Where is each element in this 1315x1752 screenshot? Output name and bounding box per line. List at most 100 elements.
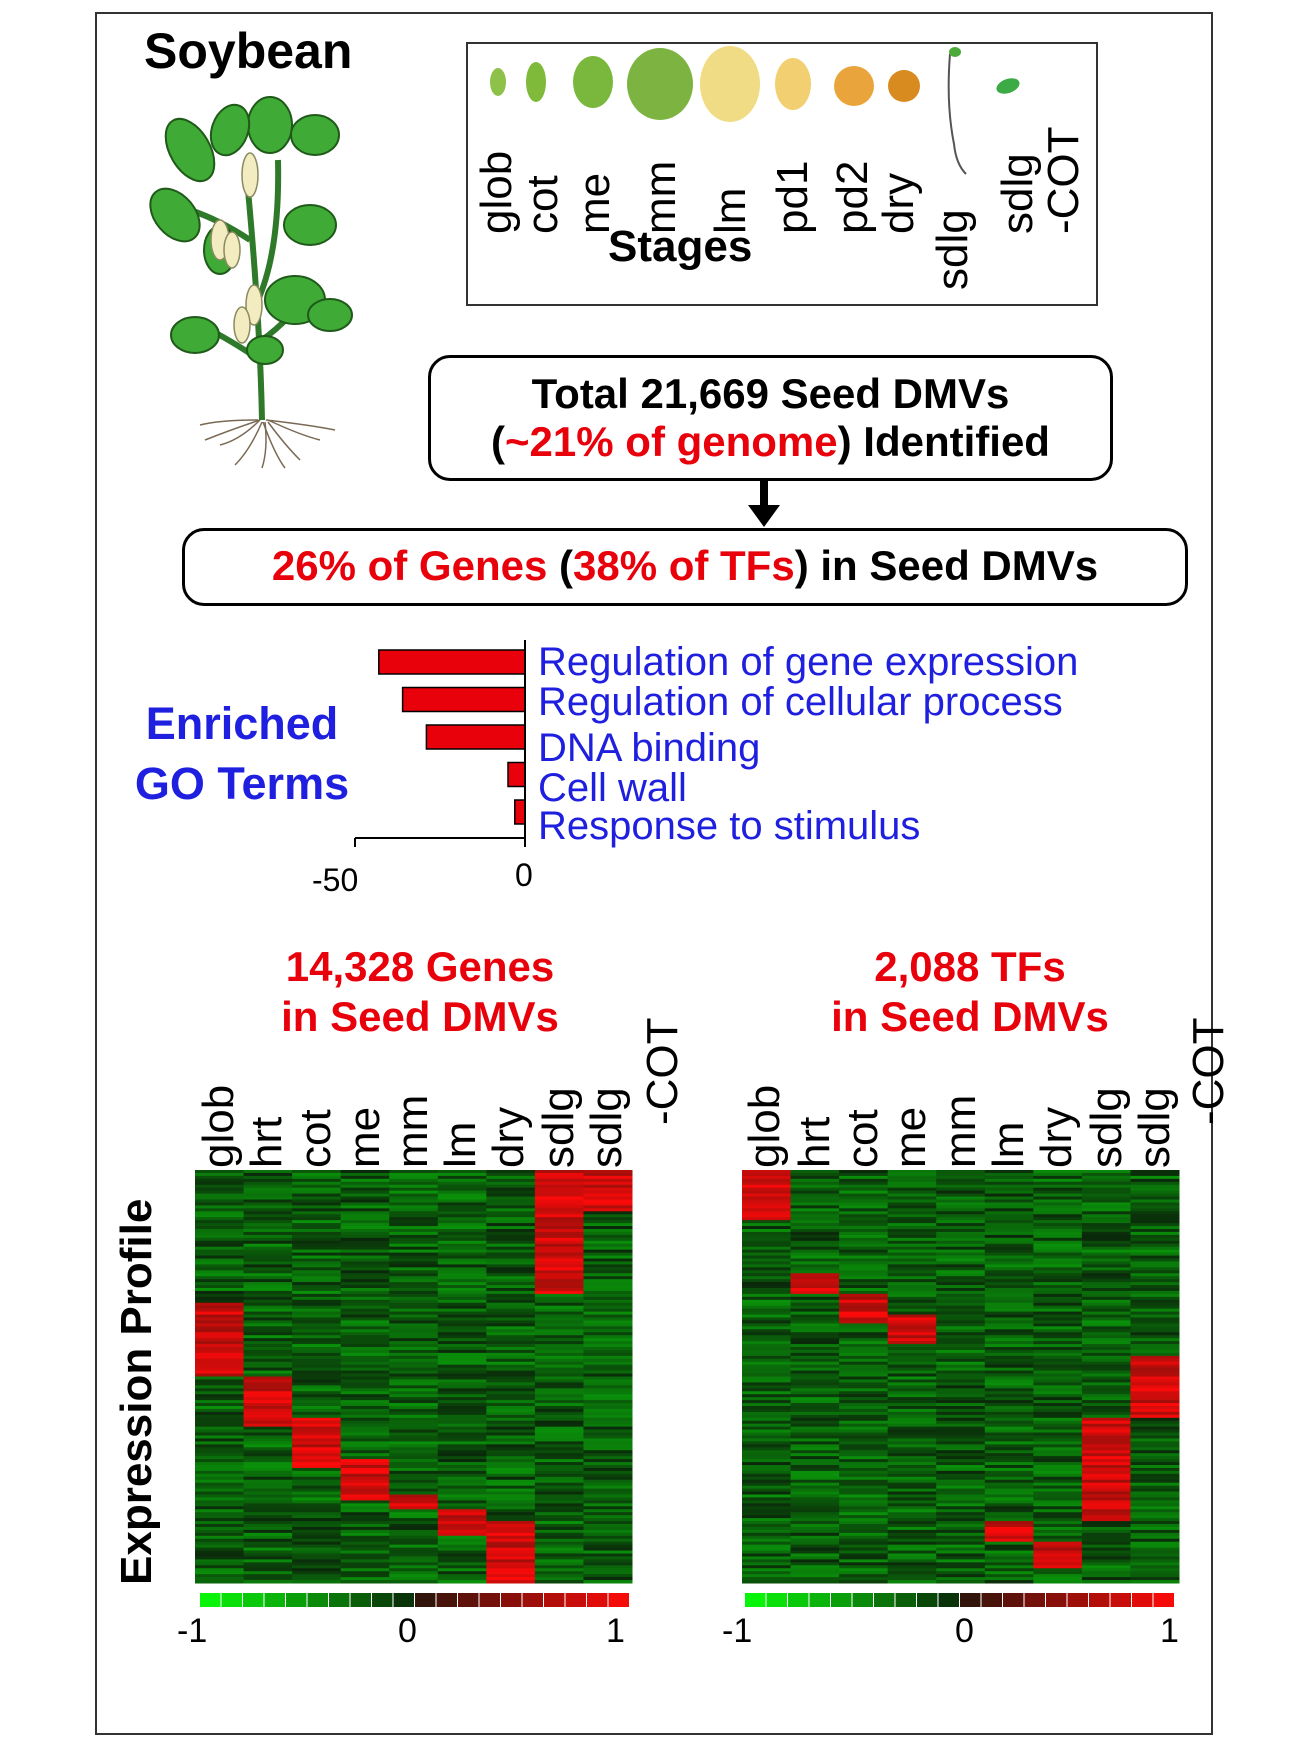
heatmap-cell: [839, 1535, 889, 1540]
heatmap-cell: [195, 1349, 245, 1354]
heatmap-cell: [1033, 1559, 1083, 1563]
heatmap-cell: [389, 1438, 439, 1442]
heatmap-cell: [1081, 1408, 1131, 1413]
heatmap-cell: [243, 1376, 293, 1380]
heatmap-cell: [195, 1314, 245, 1318]
heatmap-cell: [486, 1547, 536, 1552]
heatmap-cell: [887, 1338, 937, 1342]
heatmap-cell: [887, 1379, 937, 1383]
heatmap-cell: [583, 1550, 633, 1554]
heatmap-cell: [839, 1214, 889, 1218]
heatmap-cell: [936, 1352, 986, 1357]
heatmap-cell: [243, 1223, 293, 1227]
heatmap-cell: [936, 1574, 986, 1578]
heatmap-cell: [839, 1580, 889, 1584]
figure-frame: [95, 12, 1213, 1735]
heatmap-cell: [839, 1562, 889, 1566]
heatmap-cell: [534, 1385, 584, 1389]
colorbar-swatch: [329, 1593, 350, 1607]
heatmap-cell: [1130, 1364, 1180, 1369]
heatmap-cell: [1081, 1282, 1131, 1286]
heatmap-cell: [1130, 1243, 1180, 1248]
heatmap-cell: [887, 1541, 937, 1546]
heatmap-cell: [340, 1376, 390, 1380]
heatmap-cell: [887, 1370, 937, 1375]
heatmap-cell: [1130, 1226, 1180, 1230]
heatmap-cell: [437, 1308, 487, 1313]
heatmap-cell: [340, 1305, 390, 1310]
heatmap-cell: [437, 1237, 487, 1242]
heatmap-cell: [437, 1379, 487, 1383]
heatmap-cell: [389, 1193, 439, 1198]
heatmap-cell: [984, 1181, 1034, 1186]
heatmap-cell: [839, 1476, 889, 1481]
heatmap-cell: [839, 1314, 889, 1318]
heatmap-cell: [1081, 1450, 1131, 1454]
heatmap-cell: [839, 1255, 889, 1259]
heatmap-cell: [1130, 1535, 1180, 1540]
heatmap-cell: [534, 1420, 584, 1425]
heatmap-cell: [887, 1190, 937, 1195]
heatmap-cell: [984, 1261, 1034, 1265]
heatmap-cell: [839, 1506, 889, 1510]
heatmap-cell: [486, 1178, 536, 1183]
heatmap-cell: [984, 1488, 1034, 1493]
heatmap-cell: [292, 1521, 342, 1525]
heatmap-cell: [195, 1473, 245, 1478]
heatmap-cell: [742, 1467, 792, 1472]
heatmap-cell: [936, 1355, 986, 1360]
heatmap-cell: [195, 1571, 245, 1575]
heatmap-cell: [389, 1500, 439, 1504]
heatmap-cell: [486, 1509, 536, 1513]
heatmap-cell: [243, 1205, 293, 1209]
heatmap-cell: [437, 1394, 487, 1398]
heatmap-cell: [243, 1267, 293, 1271]
heatmap-cell: [389, 1574, 439, 1578]
heatmap-cell: [340, 1349, 390, 1354]
heatmap-cell: [292, 1226, 342, 1230]
heatmap-cell: [1081, 1249, 1131, 1254]
heatmap-cell: [1081, 1352, 1131, 1357]
heatmap-cell: [340, 1261, 390, 1265]
heatmap-cell: [340, 1352, 390, 1357]
heatmap-cell: [534, 1261, 584, 1265]
heatmap-cell: [936, 1376, 986, 1380]
heatmap-cell: [1033, 1326, 1083, 1330]
heatmap-cell: [389, 1255, 439, 1259]
heatmap-cell: [984, 1255, 1034, 1259]
heatmap-cell: [340, 1234, 390, 1239]
heatmap-cell: [389, 1406, 439, 1410]
heatmap-cell: [936, 1320, 986, 1324]
heatmap-cell: [936, 1450, 986, 1454]
heatmap-cell: [437, 1414, 487, 1419]
heatmap-cell: [340, 1335, 390, 1339]
colorbar-swatch: [1132, 1593, 1153, 1607]
heatmap-cell: [1081, 1364, 1131, 1369]
heatmap-cell: [340, 1503, 390, 1507]
heatmap-cell: [742, 1293, 792, 1298]
heatmap-cell: [790, 1521, 840, 1525]
heatmap-cell: [790, 1338, 840, 1342]
heatmap-cell: [984, 1524, 1034, 1528]
heatmap-cell: [790, 1491, 840, 1495]
heatmap-cell: [1081, 1379, 1131, 1383]
heatmap-cell: [1081, 1574, 1131, 1578]
heatmap-cell: [790, 1285, 840, 1289]
heatmap-cell: [742, 1411, 792, 1416]
heatmap-cell: [486, 1467, 536, 1472]
heatmap-cell: [534, 1497, 584, 1501]
heatmap-cell: [243, 1423, 293, 1428]
heatmap-cell: [790, 1473, 840, 1478]
heatmap-cell: [534, 1479, 584, 1484]
heatmap-cell: [1033, 1541, 1083, 1546]
heatmap-cell: [936, 1305, 986, 1310]
heatmap-cell: [1130, 1506, 1180, 1510]
heatmap-cell: [486, 1488, 536, 1493]
heatmap-cell: [887, 1329, 937, 1333]
heatmap-cell: [583, 1397, 633, 1401]
heatmap-cell: [243, 1249, 293, 1254]
heatmap-cell: [486, 1285, 536, 1289]
heatmap-cell: [486, 1388, 536, 1392]
heatmap-cell: [1033, 1509, 1083, 1513]
heatmap-cell: [839, 1521, 889, 1525]
